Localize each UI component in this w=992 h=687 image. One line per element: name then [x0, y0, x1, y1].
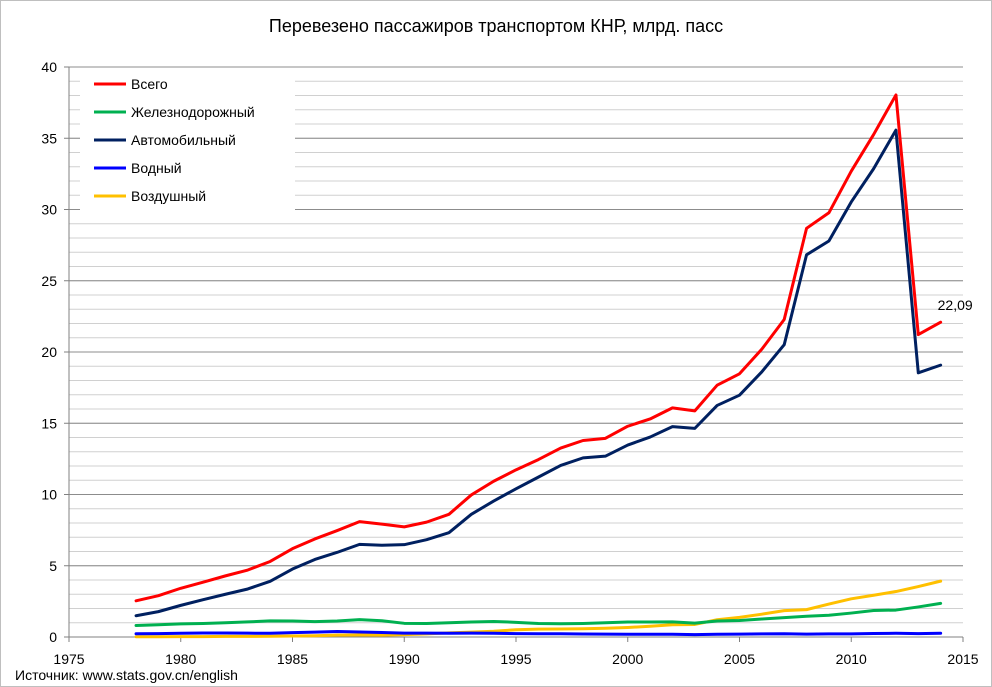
legend-label: Воздушный — [131, 188, 206, 204]
series-line-0 — [134, 93, 943, 603]
chart-title: Перевезено пассажиров транспортом КНР, м… — [268, 16, 724, 36]
grid-lines — [69, 66, 963, 624]
x-tick-label: 1995 — [500, 651, 531, 667]
series-lines — [134, 93, 943, 639]
y-tick-label: 20 — [41, 344, 57, 360]
y-tick-label: 10 — [41, 487, 57, 503]
data-label: 22,09 — [938, 297, 973, 313]
series-line-1 — [134, 601, 943, 627]
x-tick-labels: 1975 1980 1985 1990 1995 2000 2005 2010 2015 — [53, 651, 978, 667]
y-tick-label: 35 — [41, 130, 57, 146]
legend-label: Автомобильный — [131, 132, 236, 148]
legend-label: Всего — [131, 76, 168, 92]
y-tick-label: 0 — [49, 629, 57, 645]
series-line-4 — [134, 579, 943, 639]
legend-label: Железнодорожный — [131, 104, 255, 120]
y-tick-label: 40 — [41, 59, 57, 75]
x-tick-label: 1980 — [165, 651, 196, 667]
x-tick-label: 2000 — [612, 651, 643, 667]
y-tick-label: 5 — [49, 558, 57, 574]
series-line-2 — [134, 128, 943, 618]
x-tick-label: 1985 — [277, 651, 308, 667]
y-tick-label: 25 — [41, 273, 57, 289]
x-tick-label: 2015 — [947, 651, 978, 667]
x-tick-label: 1990 — [389, 651, 420, 667]
annotations: 22,09 — [938, 297, 973, 313]
legend-label: Водный — [131, 160, 182, 176]
series-line-3 — [134, 629, 943, 637]
y-tick-label: 30 — [41, 202, 57, 218]
legend: Всего Железнодорожный Автомобильный Водный В… — [80, 70, 295, 212]
x-tick-label: 1975 — [53, 651, 84, 667]
x-tick-label: 2005 — [724, 651, 755, 667]
source-note: Источник: www.stats.gov.cn/english — [15, 667, 238, 683]
x-tick-label: 2010 — [836, 651, 867, 667]
y-tick-labels: 0 5 10 15 20 25 30 35 40 — [41, 59, 57, 645]
y-tick-label: 15 — [41, 415, 57, 431]
